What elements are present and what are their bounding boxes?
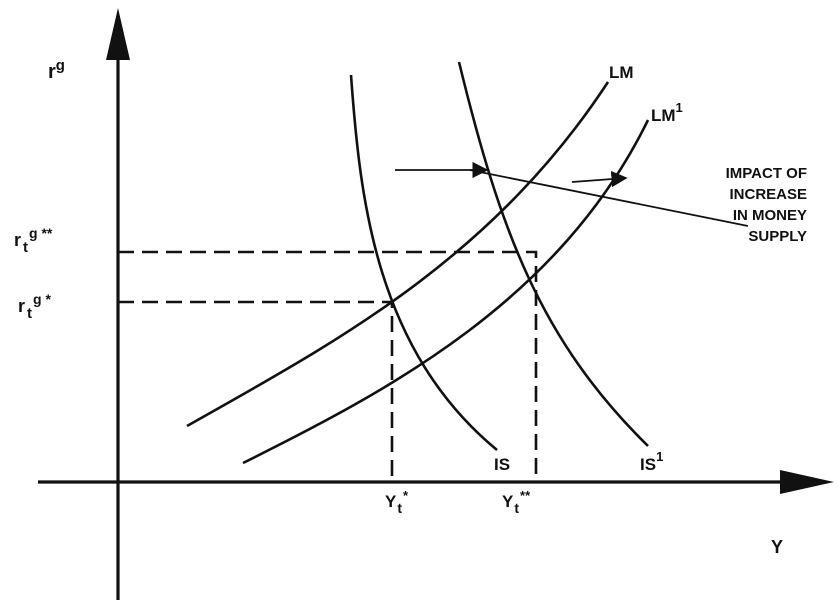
y-axis-arrowhead [106, 8, 130, 60]
annotation-line-3: IN MONEY [733, 207, 807, 224]
shift-arrow-right [571, 170, 628, 188]
y-star2-label: Yt** [502, 488, 531, 516]
annotation-line-1: IMPACT OF [726, 165, 807, 182]
lm-curve [186, 81, 610, 428]
is-curve [349, 74, 498, 452]
r-star2-label: r tg ** [14, 225, 53, 256]
annotation-pointer-line [469, 169, 749, 227]
annotation-line-4: SUPPLY [748, 228, 807, 245]
is1-label: IS1 [640, 449, 663, 474]
annotation-line-2: INCREASE [729, 186, 807, 203]
lm-label: LM [609, 63, 634, 82]
x-axis-label: Y [771, 537, 783, 557]
is-label: IS [494, 455, 510, 474]
y-star-label: Yt* [385, 488, 409, 516]
r-star-label: r tg * [18, 291, 51, 322]
x-axis-arrowhead [780, 470, 834, 494]
r-star2-guide [118, 250, 538, 482]
is1-curve [457, 61, 649, 447]
lm1-label: LM1 [651, 100, 683, 125]
lm1-curve [242, 119, 650, 465]
y-axis-label: rg [48, 57, 65, 83]
